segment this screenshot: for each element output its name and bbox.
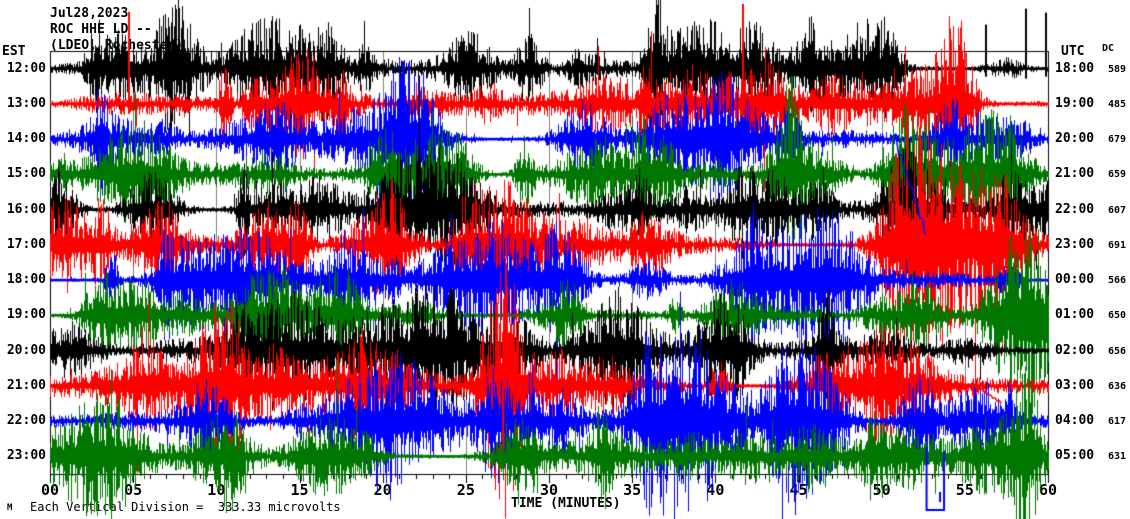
x-tick-label-00: 00 xyxy=(40,481,60,499)
scale-note: Each Vertical Division = 333.33 microvol… xyxy=(30,500,341,514)
dc-value-row-2: 679 xyxy=(1107,134,1126,146)
est-label-row-9: 21:00 xyxy=(6,377,46,393)
est-label-row-2: 14:00 xyxy=(6,131,46,147)
x-tick-label-55: 55 xyxy=(955,481,974,499)
utc-label-row-7: 01:00 xyxy=(1055,307,1095,323)
dc-value-row-6: 566 xyxy=(1107,275,1126,287)
x-tick-label-25: 25 xyxy=(456,481,475,499)
x-tick-label-60: 60 xyxy=(1038,481,1058,499)
dc-value-row-7: 650 xyxy=(1107,310,1126,322)
x-tick-label-50: 50 xyxy=(872,481,891,499)
est-label-row-8: 20:00 xyxy=(6,342,46,358)
est-label-row-11: 23:00 xyxy=(6,448,46,464)
title-network: (LDEO, Rochester) xyxy=(50,38,184,53)
est-label-row-0: 12:00 xyxy=(6,60,46,76)
est-label-row-4: 16:00 xyxy=(6,201,46,217)
dc-value-row-1: 485 xyxy=(1107,98,1126,110)
utc-label-row-9: 03:00 xyxy=(1055,377,1095,393)
est-label-row-10: 22:00 xyxy=(6,413,46,429)
utc-label-row-1: 19:00 xyxy=(1055,95,1095,111)
utc-label-row-4: 22:00 xyxy=(1055,201,1095,217)
utc-label-row-5: 23:00 xyxy=(1055,236,1095,252)
dc-value-row-3: 659 xyxy=(1107,169,1126,181)
dc-value-row-8: 656 xyxy=(1107,345,1126,357)
utc-label-row-6: 00:00 xyxy=(1055,272,1095,288)
est-label-row-1: 13:00 xyxy=(6,95,46,111)
dc-value-row-10: 617 xyxy=(1107,416,1126,428)
x-axis-title: TIME (MINUTES) xyxy=(511,496,621,511)
est-label-row-5: 17:00 xyxy=(6,236,46,252)
x-tick-label-35: 35 xyxy=(623,481,642,499)
utc-label-row-2: 20:00 xyxy=(1055,131,1095,147)
x-tick-label-40: 40 xyxy=(706,481,725,499)
utc-label-row-3: 21:00 xyxy=(1055,166,1095,182)
x-tick-label-20: 20 xyxy=(373,481,392,499)
est-label-row-6: 18:00 xyxy=(6,272,46,288)
x-tick-label-05: 05 xyxy=(124,481,143,499)
est-label-row-3: 15:00 xyxy=(6,166,46,182)
left-axis-header-est: EST xyxy=(2,44,26,59)
utc-label-row-11: 05:00 xyxy=(1055,448,1095,464)
x-tick-label-10: 10 xyxy=(207,481,226,499)
utc-label-row-8: 02:00 xyxy=(1055,342,1095,358)
right-axis-header-utc: UTC xyxy=(1061,44,1085,59)
corner-logo-mark: M xyxy=(7,503,13,513)
dc-value-row-0: 589 xyxy=(1107,63,1126,75)
x-tick-label-45: 45 xyxy=(789,481,808,499)
dc-value-row-11: 631 xyxy=(1107,451,1126,463)
x-tick-label-15: 15 xyxy=(290,481,309,499)
dc-column-header: DC xyxy=(1102,43,1115,54)
dc-value-row-4: 607 xyxy=(1107,204,1126,216)
dc-value-row-9: 636 xyxy=(1107,380,1126,392)
dc-value-row-5: 691 xyxy=(1107,239,1126,251)
utc-label-row-0: 18:00 xyxy=(1055,60,1095,76)
title-station: ROC HHE LD -- xyxy=(50,22,152,37)
est-label-row-7: 19:00 xyxy=(6,307,46,323)
utc-label-row-10: 04:00 xyxy=(1055,413,1095,429)
title-date: Jul28,2023 xyxy=(50,6,129,21)
